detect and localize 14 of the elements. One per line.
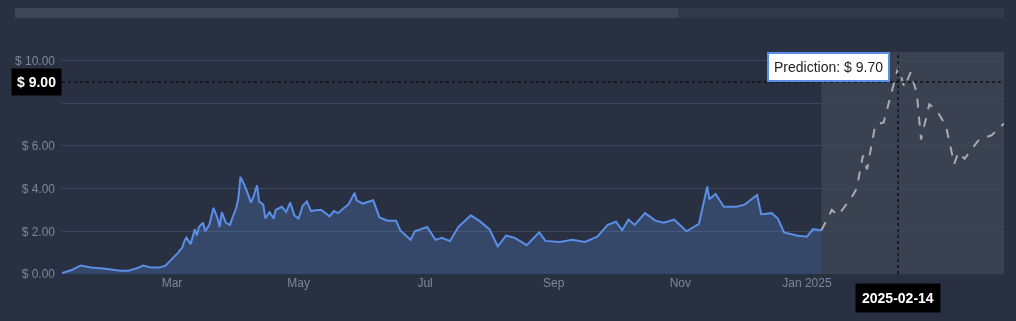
- ref-line-label: $ 9.00: [17, 74, 57, 90]
- x-tick-label: Sep: [543, 276, 565, 290]
- x-tick-label: Jan 2025: [782, 276, 832, 290]
- x-tick-label: Jul: [417, 276, 433, 290]
- y-tick-label: $ 6.00: [21, 139, 56, 154]
- y-tick-label: $ 2.00: [21, 224, 56, 239]
- x-tick-label: May: [287, 276, 310, 290]
- y-tick-label: $ 10.00: [14, 53, 56, 68]
- x-tick-label: Mar: [161, 276, 183, 290]
- x-tick-label: Nov: [669, 276, 691, 290]
- y-tick-label: $ 4.00: [21, 181, 56, 196]
- y-tick-label: $ 0.00: [21, 267, 56, 282]
- annotation: Prediction: $ 9.70: [774, 59, 884, 75]
- ref-line-label: 2025-02-14: [862, 290, 934, 306]
